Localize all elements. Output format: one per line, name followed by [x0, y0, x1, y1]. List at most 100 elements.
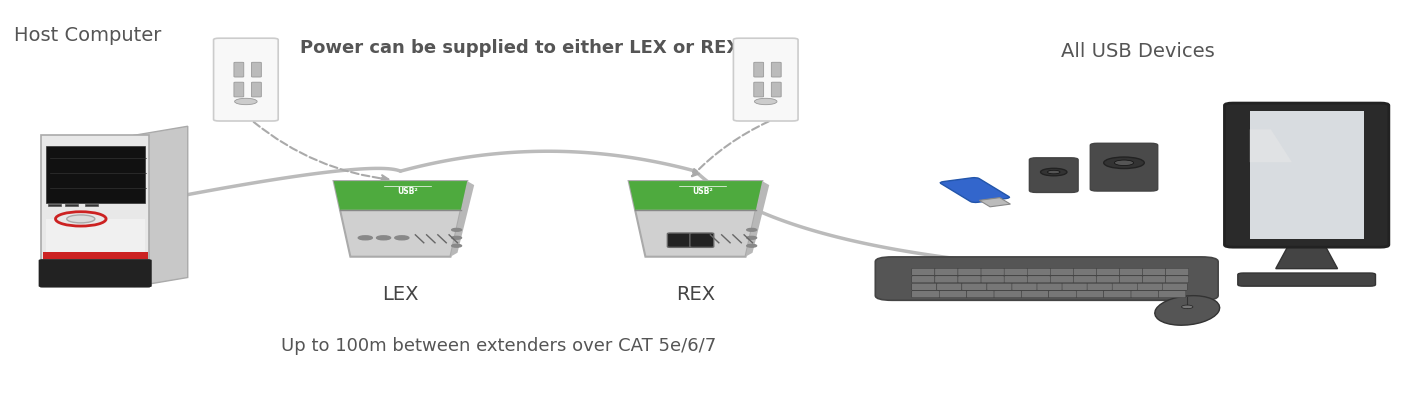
FancyBboxPatch shape [981, 276, 1005, 283]
FancyBboxPatch shape [1012, 283, 1037, 290]
FancyBboxPatch shape [986, 283, 1012, 290]
FancyBboxPatch shape [771, 82, 781, 97]
FancyBboxPatch shape [912, 276, 934, 283]
FancyBboxPatch shape [1166, 269, 1189, 275]
FancyBboxPatch shape [690, 233, 714, 248]
Circle shape [1104, 157, 1144, 168]
FancyBboxPatch shape [1051, 269, 1073, 275]
FancyBboxPatch shape [1090, 143, 1158, 191]
FancyBboxPatch shape [1142, 269, 1166, 275]
FancyBboxPatch shape [1027, 276, 1051, 283]
FancyBboxPatch shape [1005, 276, 1027, 283]
FancyBboxPatch shape [1137, 283, 1162, 290]
Circle shape [754, 98, 777, 105]
FancyBboxPatch shape [875, 257, 1218, 300]
Ellipse shape [1182, 305, 1193, 309]
Circle shape [746, 244, 756, 247]
FancyBboxPatch shape [934, 276, 958, 283]
Circle shape [451, 236, 461, 239]
Circle shape [67, 215, 96, 223]
FancyBboxPatch shape [1087, 283, 1113, 290]
Text: Host Computer: Host Computer [14, 26, 162, 45]
FancyBboxPatch shape [1048, 291, 1076, 298]
Text: Up to 100m between extenders over CAT 5e/6/7: Up to 100m between extenders over CAT 5e… [281, 337, 717, 355]
FancyBboxPatch shape [1113, 283, 1137, 290]
Circle shape [1114, 160, 1134, 166]
FancyBboxPatch shape [1104, 291, 1131, 298]
FancyBboxPatch shape [1062, 283, 1087, 290]
Text: Power can be supplied to either LEX or REX: Power can be supplied to either LEX or R… [299, 39, 740, 57]
FancyBboxPatch shape [1030, 158, 1078, 192]
Circle shape [1048, 170, 1059, 174]
FancyBboxPatch shape [1250, 111, 1363, 239]
FancyBboxPatch shape [934, 269, 958, 275]
FancyBboxPatch shape [38, 259, 152, 287]
FancyBboxPatch shape [1120, 269, 1142, 275]
FancyBboxPatch shape [771, 62, 781, 77]
FancyBboxPatch shape [45, 219, 145, 283]
FancyBboxPatch shape [962, 283, 986, 290]
FancyBboxPatch shape [1076, 291, 1104, 298]
FancyBboxPatch shape [84, 204, 97, 207]
FancyBboxPatch shape [937, 283, 962, 290]
FancyBboxPatch shape [41, 135, 149, 287]
Circle shape [1041, 168, 1066, 176]
FancyBboxPatch shape [1159, 291, 1186, 298]
FancyBboxPatch shape [1021, 291, 1048, 298]
Polygon shape [334, 181, 466, 210]
Polygon shape [1250, 129, 1293, 162]
FancyBboxPatch shape [48, 204, 60, 207]
Text: USB²: USB² [398, 187, 417, 196]
FancyBboxPatch shape [1142, 276, 1166, 283]
FancyBboxPatch shape [1051, 276, 1073, 283]
FancyBboxPatch shape [1027, 269, 1051, 275]
FancyBboxPatch shape [733, 38, 798, 121]
FancyBboxPatch shape [1073, 276, 1096, 283]
Circle shape [451, 244, 461, 247]
FancyBboxPatch shape [1131, 291, 1159, 298]
FancyBboxPatch shape [251, 82, 261, 97]
Text: USB²: USB² [693, 187, 712, 196]
FancyBboxPatch shape [1238, 273, 1375, 286]
Text: LEX: LEX [382, 285, 419, 304]
Polygon shape [451, 181, 473, 257]
FancyBboxPatch shape [958, 276, 981, 283]
FancyBboxPatch shape [667, 233, 691, 248]
Polygon shape [629, 181, 762, 210]
Polygon shape [629, 181, 762, 257]
FancyBboxPatch shape [65, 204, 77, 207]
Text: REX: REX [676, 285, 715, 304]
Circle shape [395, 236, 409, 240]
FancyBboxPatch shape [912, 283, 937, 290]
FancyBboxPatch shape [940, 178, 1009, 203]
FancyBboxPatch shape [754, 82, 764, 97]
FancyBboxPatch shape [995, 291, 1021, 298]
Circle shape [451, 228, 461, 231]
FancyBboxPatch shape [214, 38, 278, 121]
FancyBboxPatch shape [1096, 269, 1120, 275]
FancyBboxPatch shape [754, 62, 764, 77]
FancyBboxPatch shape [1166, 276, 1189, 283]
FancyBboxPatch shape [1037, 283, 1062, 290]
Polygon shape [1276, 243, 1338, 269]
FancyBboxPatch shape [42, 252, 148, 259]
FancyBboxPatch shape [981, 269, 1005, 275]
FancyBboxPatch shape [1120, 276, 1142, 283]
FancyBboxPatch shape [233, 62, 244, 77]
Circle shape [358, 236, 372, 240]
FancyBboxPatch shape [251, 62, 261, 77]
FancyBboxPatch shape [967, 291, 995, 298]
FancyBboxPatch shape [1225, 103, 1388, 247]
FancyBboxPatch shape [979, 198, 1010, 207]
Circle shape [377, 236, 391, 240]
FancyBboxPatch shape [45, 146, 145, 203]
Circle shape [746, 236, 756, 239]
FancyBboxPatch shape [1073, 269, 1096, 275]
FancyBboxPatch shape [1162, 283, 1187, 290]
Polygon shape [133, 126, 188, 287]
FancyBboxPatch shape [912, 291, 939, 298]
Polygon shape [334, 181, 466, 257]
Circle shape [56, 212, 107, 226]
Text: All USB Devices: All USB Devices [1061, 42, 1214, 61]
Circle shape [235, 98, 257, 105]
